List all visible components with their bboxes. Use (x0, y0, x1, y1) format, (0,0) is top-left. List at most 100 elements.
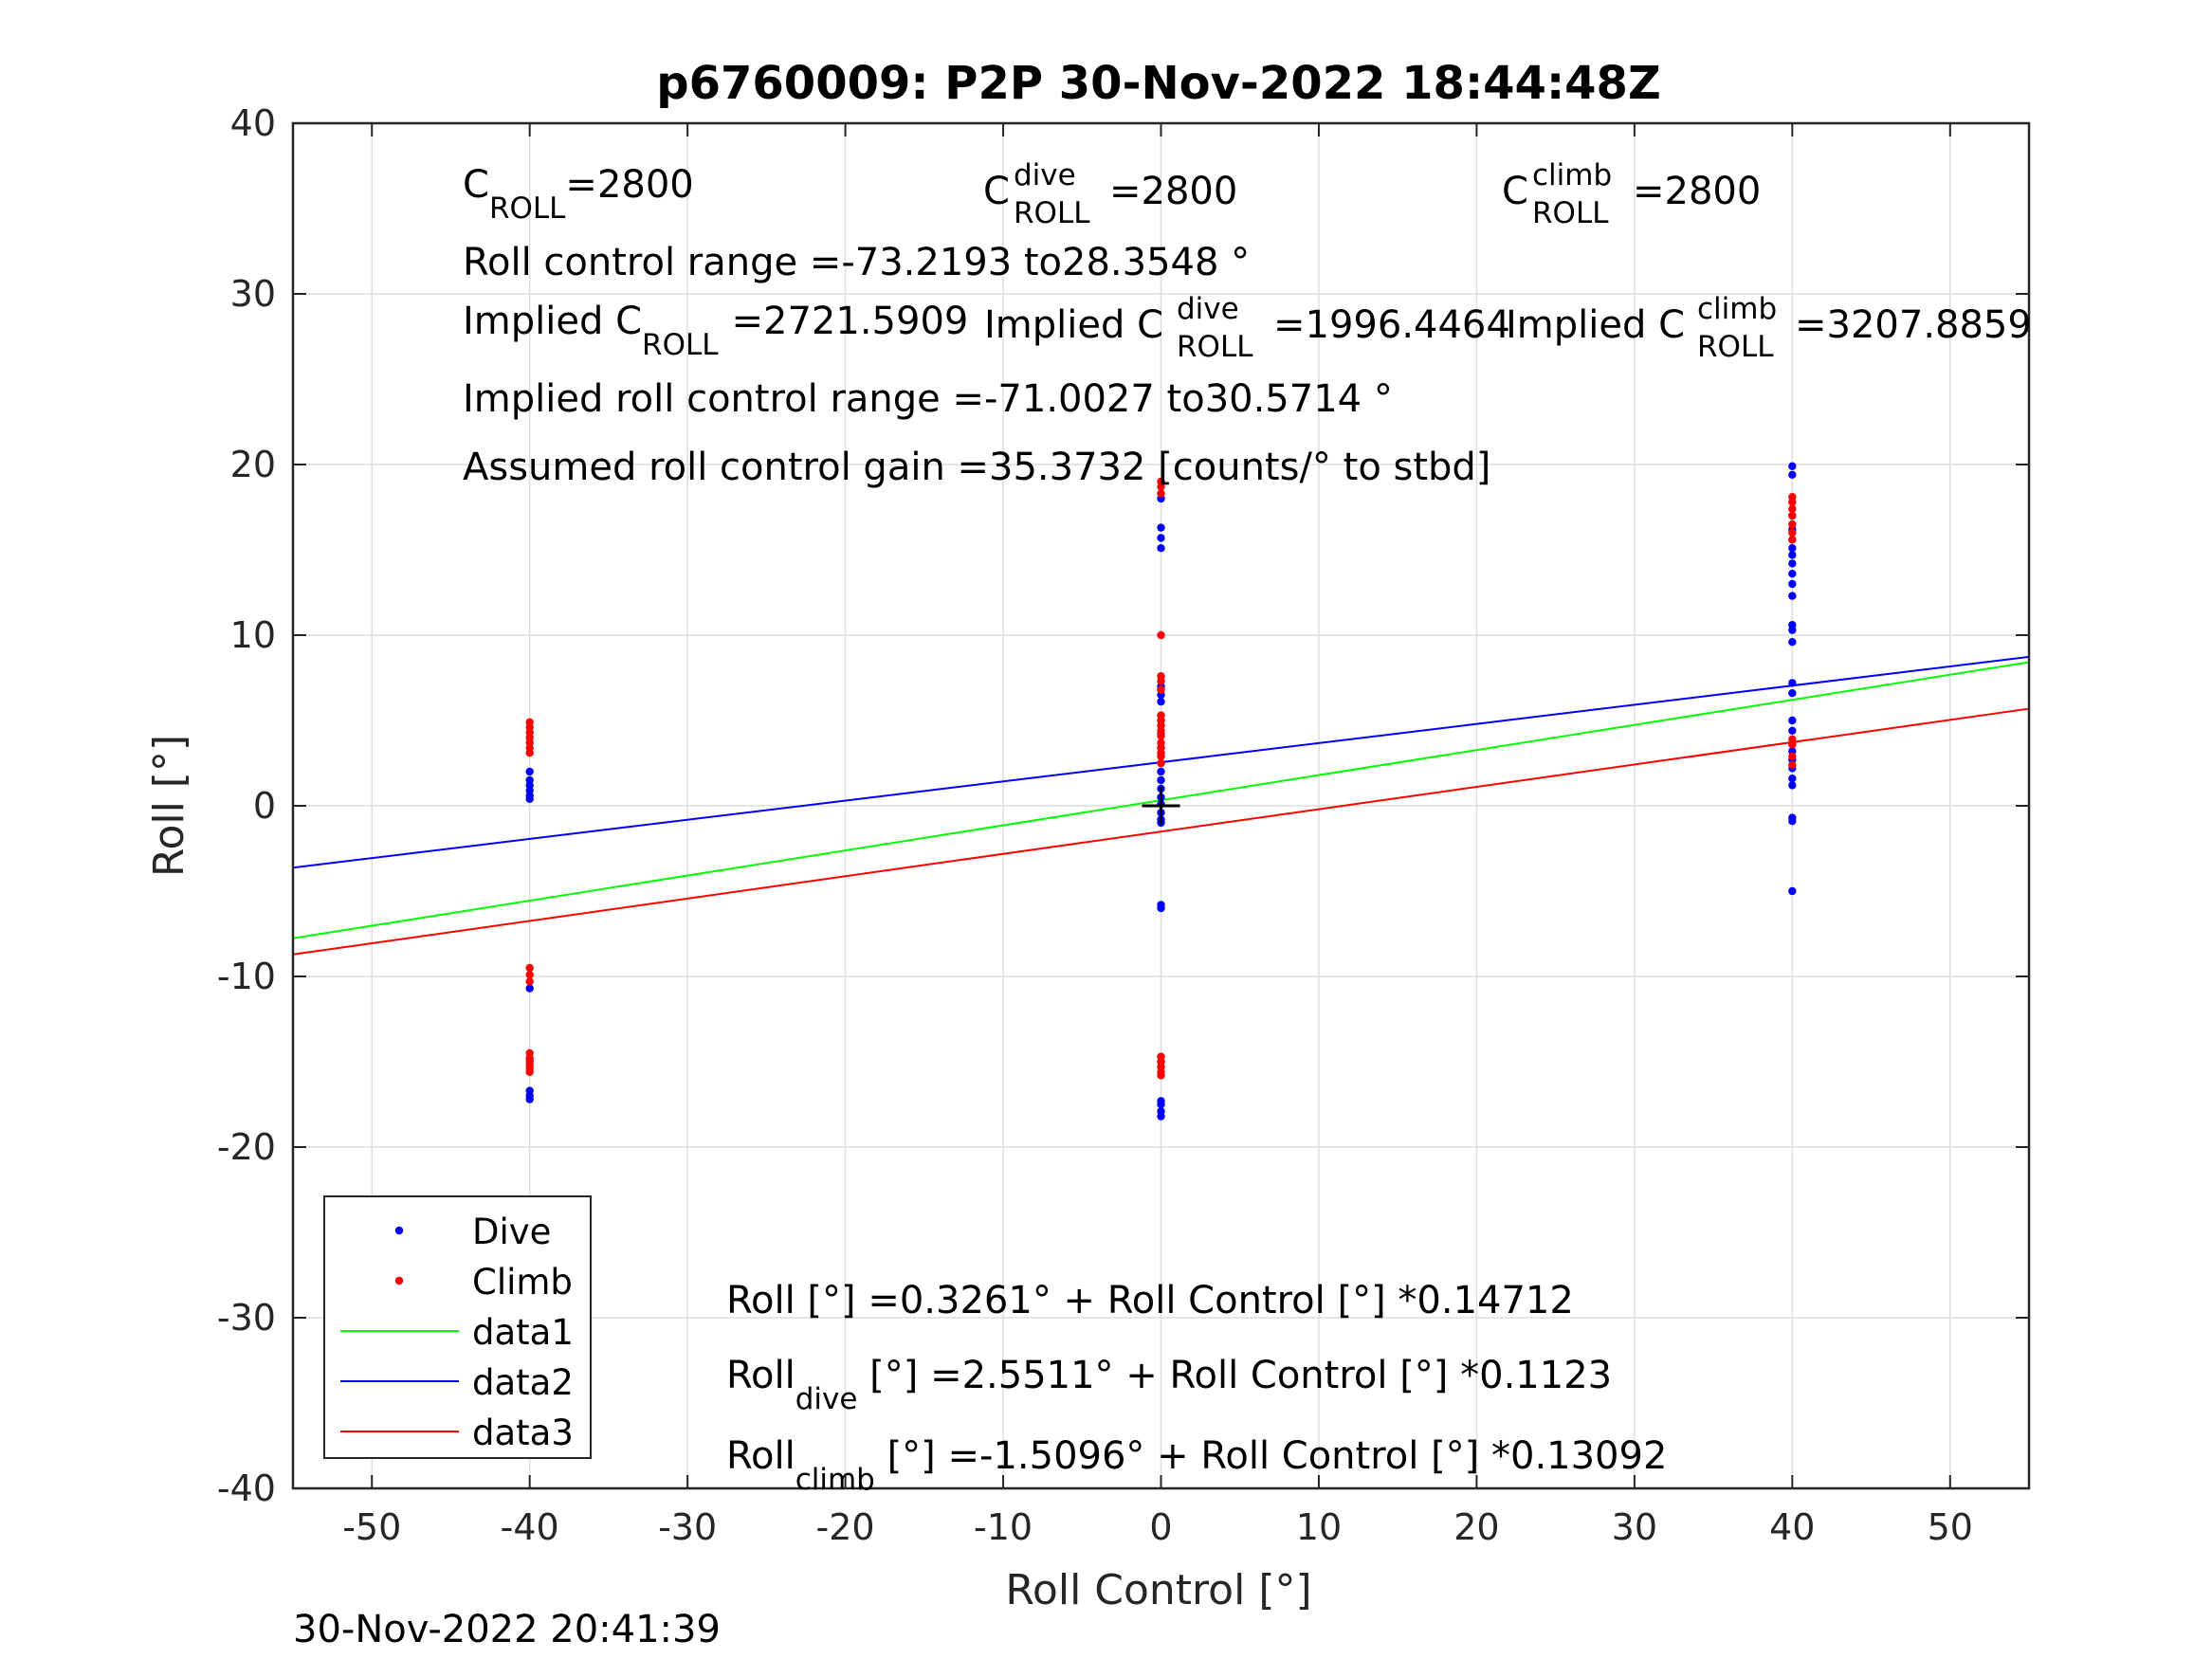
chart-title: p6760009: P2P 30-Nov-2022 18:44:48Z (656, 57, 1661, 110)
data-point-dive (1788, 559, 1797, 568)
data-point-dive (1788, 689, 1797, 698)
data-point-dive (1157, 775, 1165, 785)
data-point-dive (1157, 1112, 1165, 1121)
data-point-dive (1788, 626, 1797, 634)
data-point-dive (1157, 903, 1165, 913)
annotation-implied-c-roll-dive-sub: ROLL (1177, 330, 1253, 364)
data-point-dive (1157, 523, 1165, 532)
data-point-dive (1788, 775, 1797, 783)
legend-label: Dive (472, 1212, 551, 1252)
y-tick-label: -20 (217, 1126, 276, 1168)
x-tick-label: 0 (1149, 1506, 1172, 1548)
x-tick-label: 50 (1928, 1506, 1973, 1548)
y-tick-label: 10 (230, 614, 276, 656)
data-point-dive (525, 984, 534, 993)
data-point-climb (525, 749, 534, 757)
annotation-c-roll-climb: C (1502, 170, 1528, 213)
legend-box (323, 1195, 592, 1459)
data-point-climb (1157, 489, 1165, 498)
annotation-gain: Assumed roll control gain =35.3732 [coun… (463, 446, 1490, 489)
x-tick-label: 30 (1612, 1506, 1657, 1548)
x-tick-label: -50 (342, 1506, 401, 1548)
data-point-climb (1157, 677, 1165, 685)
data-point-dive (1788, 886, 1797, 896)
y-tick-label: 40 (230, 102, 276, 144)
y-axis-label: Roll [°] (145, 735, 193, 877)
data-point-climb (525, 1067, 534, 1077)
y-tick-labels: -40 -30 -20 -10 0 10 20 30 40 (217, 102, 276, 1509)
data-point-dive (1788, 817, 1797, 826)
data-point-climb (1788, 520, 1797, 529)
annotation-fit-climb: Rollclimb [°] =-1.5096° + Roll Control [… (726, 1434, 1667, 1497)
data-point-climb (1788, 740, 1797, 749)
annotation-c-roll-climb-sub: ROLL (1532, 196, 1609, 230)
data-point-climb (1157, 752, 1165, 760)
fit-line-data3 (292, 707, 2030, 956)
data-point-dive (525, 794, 534, 803)
annotation-implied-c-roll-climb-sub: ROLL (1697, 330, 1774, 364)
annotation-implied-c-roll-dive: Implied C (984, 303, 1163, 347)
annotation-implied-c-roll-climb-sup: climb (1697, 292, 1777, 326)
center-marker (1142, 787, 1180, 825)
data-point-climb (1157, 630, 1165, 640)
data-point-climb (1157, 1071, 1165, 1080)
y-tick-label: -40 (217, 1468, 276, 1509)
data-points (525, 462, 1797, 1121)
annotation-c-roll-dive-value: =2800 (1109, 170, 1237, 213)
x-tick-label: 40 (1769, 1506, 1815, 1548)
data-point-climb (525, 963, 534, 973)
data-point-dive (1157, 698, 1165, 706)
data-point-climb (1157, 483, 1165, 491)
x-tick-label: -10 (974, 1506, 1033, 1548)
data-point-dive (1788, 592, 1797, 600)
annotation-c-roll: CROLL=2800 (463, 163, 694, 226)
data-point-dive (1157, 1100, 1165, 1109)
data-point-dive (1788, 470, 1797, 479)
data-point-dive (1788, 570, 1797, 578)
annotation-c-roll-dive-sup: dive (1014, 158, 1076, 192)
x-tick-labels: -50 -40 -30 -20 -10 0 10 20 30 40 50 (342, 1506, 1973, 1548)
data-point-dive (1157, 767, 1165, 776)
data-point-dive (1788, 551, 1797, 559)
annotation-implied-c-roll-climb-value: =3207.8859 (1795, 303, 2032, 347)
data-point-dive (1157, 534, 1165, 542)
data-point-dive (1788, 726, 1797, 735)
y-tick-label: 20 (230, 444, 276, 485)
annotation-fit-all: Roll [°] =0.3261° + Roll Control [°] *0.… (726, 1279, 1574, 1322)
timestamp: 30-Nov-2022 20:41:39 (293, 1608, 721, 1651)
annotation-c-roll-dive: C (983, 170, 1010, 213)
x-axis-label: Roll Control [°] (1005, 1566, 1311, 1614)
data-point-dive (1788, 638, 1797, 647)
data-point-climb (525, 977, 534, 986)
legend: Dive Climb data1 data2 data3 (323, 1195, 592, 1459)
x-tick-label: -40 (501, 1506, 559, 1548)
data-point-dive (1788, 716, 1797, 725)
legend-label: Climb (472, 1262, 573, 1303)
annotation-c-roll-dive-sub: ROLL (1014, 196, 1090, 230)
annotation-c-roll-climb-sup: climb (1532, 158, 1612, 192)
annotation-implied-c-roll-climb: Implied C (1506, 303, 1685, 347)
legend-label: data2 (472, 1362, 574, 1403)
data-point-climb (1788, 760, 1797, 769)
data-point-dive (525, 1095, 534, 1103)
data-point-climb (1788, 536, 1797, 544)
data-point-dive (1788, 579, 1797, 589)
data-point-climb (1788, 752, 1797, 760)
y-tick-label: -10 (217, 956, 276, 997)
y-tick-label: 0 (253, 785, 276, 827)
x-tick-label: -20 (816, 1506, 875, 1548)
data-point-climb (1157, 685, 1165, 694)
x-tick-label: 10 (1296, 1506, 1342, 1548)
data-point-climb (1157, 732, 1165, 740)
legend-marker-climb (394, 1276, 404, 1285)
y-tick-label: 30 (230, 273, 276, 315)
data-point-climb (1157, 758, 1165, 768)
axis-ticks (293, 122, 2029, 1489)
data-point-dive (1788, 544, 1797, 553)
y-tick-label: -30 (217, 1297, 276, 1339)
annotation-roll-control-range: Roll control range =-73.2193 to28.3548 ° (463, 241, 1250, 284)
annotation-implied-range: Implied roll control range =-71.0027 to3… (463, 377, 1393, 421)
x-tick-label: -30 (658, 1506, 717, 1548)
data-point-dive (1788, 462, 1797, 470)
